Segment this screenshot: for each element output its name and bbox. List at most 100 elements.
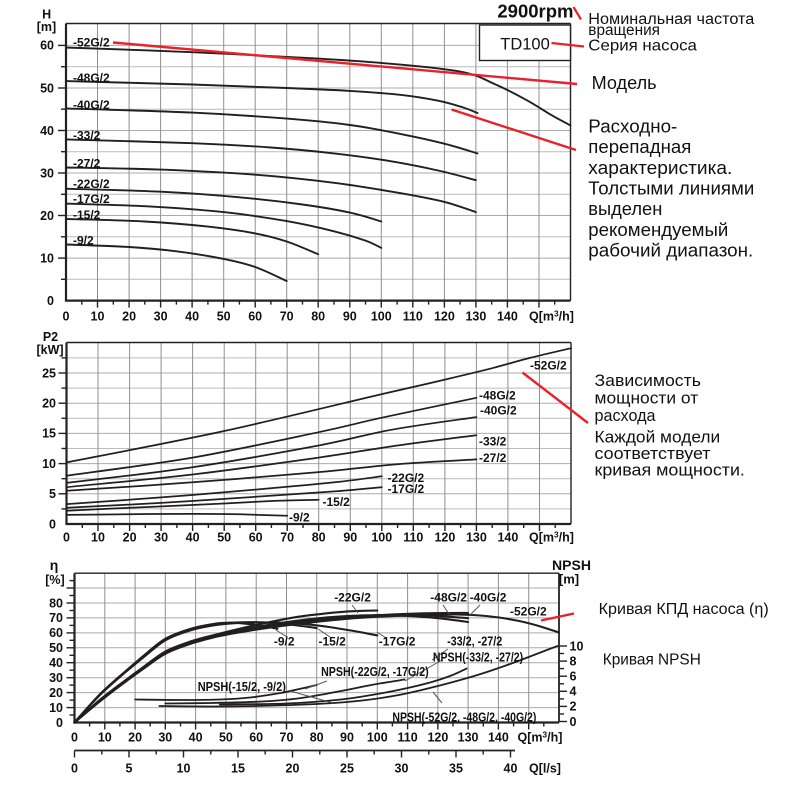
svg-text:Зависимость: Зависимость [595,372,701,390]
svg-text:NPSH(-52G/2, -48G/2, -40G/2): NPSH(-52G/2, -48G/2, -40G/2) [392,710,536,724]
svg-text:60: 60 [248,310,262,324]
svg-text:-15/2: -15/2 [319,635,347,649]
svg-text:110: 110 [398,731,418,745]
svg-text:Q[m3/h]: Q[m3/h] [529,310,574,324]
svg-text:100: 100 [367,731,388,745]
svg-text:50: 50 [49,641,63,655]
svg-text:80: 80 [311,310,325,324]
svg-text:0: 0 [570,715,577,729]
svg-text:-48G/2: -48G/2 [479,389,516,403]
svg-text:80: 80 [49,596,63,610]
svg-text:выделен: выделен [588,199,662,219]
svg-text:20: 20 [49,686,63,700]
svg-text:10: 10 [40,251,54,265]
svg-text:140: 140 [497,310,518,324]
svg-text:0: 0 [71,731,78,745]
svg-text:мощности от: мощности от [595,390,699,408]
svg-text:0: 0 [56,716,63,730]
svg-text:-52G/2: -52G/2 [530,359,567,373]
svg-text:P2: P2 [43,330,58,344]
svg-text:25: 25 [340,762,354,776]
svg-text:60: 60 [249,531,263,545]
svg-text:140: 140 [488,731,509,745]
svg-text:110: 110 [403,310,423,324]
svg-text:90: 90 [343,310,357,324]
svg-text:60: 60 [249,731,263,745]
svg-text:-17G/2: -17G/2 [73,192,110,206]
svg-text:40: 40 [40,124,54,138]
svg-text:Каждой модели: Каждой модели [595,429,721,447]
svg-text:Номинальная частота: Номинальная частота [588,11,754,28]
svg-text:50: 50 [217,531,231,545]
svg-text:30: 30 [395,762,409,776]
svg-text:5: 5 [49,487,56,501]
svg-text:-9/2: -9/2 [289,511,310,525]
svg-text:[m]: [m] [37,20,56,34]
svg-text:-40G/2: -40G/2 [480,404,517,418]
svg-text:10: 10 [98,731,112,745]
svg-text:25: 25 [42,366,56,380]
svg-text:η: η [50,557,59,573]
svg-text:-52G/2: -52G/2 [510,605,547,619]
svg-text:H: H [42,8,51,22]
svg-text:[m]: [m] [559,572,579,587]
svg-text:5: 5 [126,762,133,776]
svg-text:30: 30 [154,310,168,324]
svg-text:-33/2, -27/2: -33/2, -27/2 [447,635,502,649]
svg-text:60: 60 [40,39,54,53]
svg-text:130: 130 [458,731,479,745]
svg-text:60: 60 [49,626,63,640]
svg-text:-33/2: -33/2 [479,435,507,449]
svg-text:NPSH(-22G/2, -17G/2): NPSH(-22G/2, -17G/2) [321,665,429,679]
svg-text:вращения: вращения [588,22,660,39]
svg-text:-9/2: -9/2 [73,234,94,248]
svg-text:20: 20 [123,531,137,545]
svg-text:Толстыми линиями: Толстыми линиями [588,178,754,198]
svg-text:120: 120 [427,731,448,745]
svg-text:40: 40 [185,310,199,324]
svg-text:4: 4 [570,685,577,699]
svg-text:-27/2: -27/2 [479,451,507,465]
svg-text:0: 0 [71,762,78,776]
svg-text:20: 20 [286,762,300,776]
svg-text:NPSH(-15/2, -9/2): NPSH(-15/2, -9/2) [198,680,286,694]
svg-text:30: 30 [154,531,168,545]
svg-text:6: 6 [570,670,577,684]
svg-text:15: 15 [231,762,245,776]
svg-text:соответствует: соответствует [595,445,711,463]
svg-text:130: 130 [466,531,487,545]
svg-text:-9/2: -9/2 [274,635,295,649]
svg-text:70: 70 [280,731,294,745]
svg-text:[%]: [%] [45,573,64,587]
svg-text:-40G/2: -40G/2 [470,591,507,605]
svg-text:Кривая NPSH: Кривая NPSH [603,651,701,668]
svg-text:0: 0 [49,517,56,531]
svg-text:Q[m3/h]: Q[m3/h] [529,531,574,545]
svg-text:0: 0 [63,531,70,545]
svg-text:2900rpm: 2900rpm [497,1,573,22]
svg-text:10: 10 [91,531,105,545]
svg-text:-17G/2: -17G/2 [379,635,416,649]
svg-text:20: 20 [122,310,136,324]
svg-text:70: 70 [280,531,294,545]
svg-text:-22G/2: -22G/2 [388,471,425,485]
svg-text:35: 35 [449,762,463,776]
svg-text:70: 70 [280,310,294,324]
svg-text:перепадная: перепадная [588,137,691,157]
svg-text:100: 100 [371,310,392,324]
svg-text:10: 10 [570,639,584,653]
svg-text:Расходно-: Расходно- [588,117,677,137]
svg-text:40: 40 [189,731,203,745]
svg-text:Модель: Модель [592,73,657,93]
svg-text:50: 50 [217,310,231,324]
svg-text:30: 30 [49,671,63,685]
svg-text:Серия насоса: Серия насоса [588,38,697,55]
svg-text:Q[l/s]: Q[l/s] [529,762,561,776]
svg-text:-40G/2: -40G/2 [73,98,110,112]
svg-text:10: 10 [177,762,191,776]
svg-text:-48G/2: -48G/2 [73,71,110,85]
svg-text:90: 90 [343,531,357,545]
svg-text:110: 110 [403,531,423,545]
svg-text:40: 40 [49,656,63,670]
svg-text:40: 40 [186,531,200,545]
